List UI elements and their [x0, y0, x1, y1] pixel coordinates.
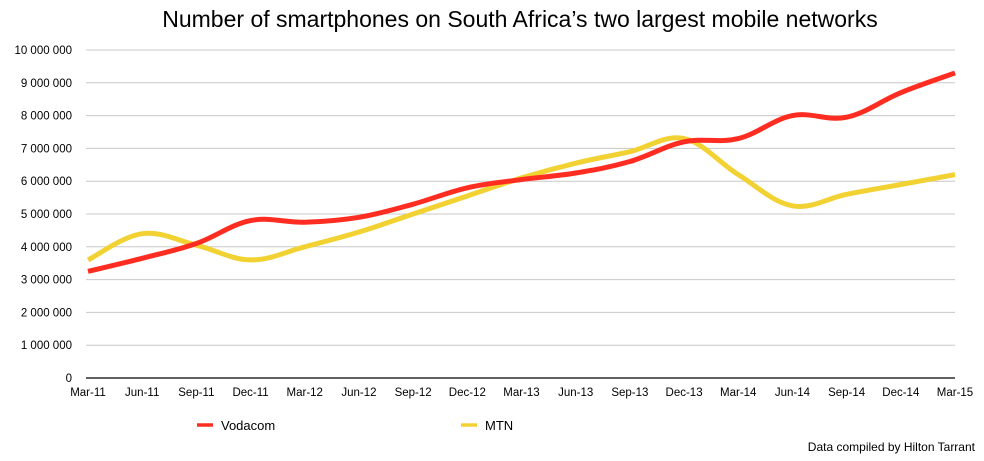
x-tick-label: Jun-14 — [775, 387, 811, 399]
x-tick-label: Dec-13 — [666, 387, 703, 399]
x-tick-label: Dec-14 — [882, 387, 920, 399]
y-tick-label: 7 000 000 — [21, 143, 72, 155]
x-tick-label: Sep-12 — [395, 387, 432, 399]
x-tick-label: Dec-11 — [232, 387, 268, 399]
y-tick-label: 10 000 000 — [14, 45, 72, 57]
chart-title: Number of smartphones on South Africa’s … — [162, 6, 877, 32]
y-tick-label: 3 000 000 — [21, 275, 72, 287]
legend: Vodacom MTN — [197, 418, 513, 433]
gridlines — [86, 49, 955, 346]
y-tick-label: 9 000 000 — [21, 78, 72, 90]
series-lines — [86, 70, 956, 274]
x-tick-label: Mar-13 — [503, 387, 539, 399]
x-tick-label: Jun-13 — [558, 387, 593, 399]
x-tick-label: Jun-11 — [125, 387, 159, 399]
x-tick-label: Mar-15 — [937, 387, 973, 399]
y-tick-label: 6 000 000 — [21, 176, 72, 188]
y-tick-label: 5 000 000 — [21, 209, 72, 221]
y-tick-label: 1 000 000 — [21, 340, 72, 352]
x-tick-label: Mar-12 — [287, 387, 323, 399]
series-line-vodacom — [87, 70, 956, 274]
data-credit: Data compiled by Hilton Tarrant — [808, 440, 976, 454]
y-tick-label: 4 000 000 — [21, 242, 72, 254]
y-tick-label: 2 000 000 — [21, 307, 72, 319]
x-tick-label: Sep-14 — [828, 387, 866, 399]
y-tick-label: 0 — [66, 373, 72, 385]
x-axis-tick-labels: Mar-11 Jun-11 Sep-11 Dec-11 Mar-12 Jun-12 Sep-… — [70, 387, 973, 399]
series-line-mtn — [86, 135, 956, 263]
x-tick-label: Mar-11 — [70, 387, 106, 399]
x-tick-label: Sep-11 — [178, 387, 214, 399]
y-axis-tick-labels: 0 1 000 000 2 000 000 3 000 000 4 000 000 5 0… — [14, 45, 72, 385]
x-tick-label: Sep-13 — [611, 387, 648, 399]
x-tick-label: Jun-12 — [341, 387, 376, 399]
x-tick-label: Dec-12 — [449, 387, 486, 399]
y-tick-label: 8 000 000 — [21, 111, 72, 123]
legend-label-mtn: MTN — [485, 418, 513, 433]
x-tick-label: Mar-14 — [720, 387, 757, 399]
legend-label-vodacom: Vodacom — [221, 418, 275, 433]
